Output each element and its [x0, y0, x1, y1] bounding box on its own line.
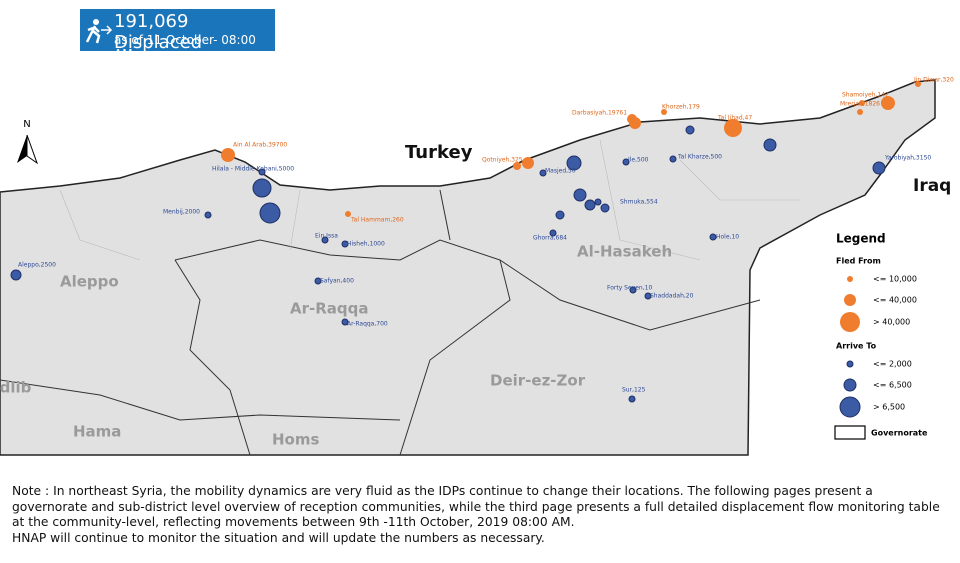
- arrive-point: [669, 155, 677, 163]
- north-label: N: [23, 119, 30, 130]
- fled-point: [735, 122, 741, 128]
- arrive-label: Masjed,50: [545, 168, 576, 175]
- unlabeled-fled: [522, 96, 895, 169]
- governorate-label: Al-Hasakeh: [577, 243, 672, 261]
- legend-label: <= 10,000: [873, 275, 917, 284]
- country-label: Turkey: [405, 142, 473, 163]
- fled-point: [513, 162, 521, 170]
- arrive-label: Shaddadah,20: [650, 293, 694, 300]
- governorate-label: Idlib: [0, 379, 32, 397]
- arrive-label: Ile,500: [628, 157, 649, 164]
- arrive-point: [341, 318, 349, 326]
- fled-point: [915, 81, 921, 87]
- legend-swatch: [844, 294, 856, 306]
- arrive-point: [644, 292, 652, 300]
- map: N Turkey Iraq Aleppo Ar-Raqqa Al-Hasakeh Deir…: [0, 76, 955, 456]
- fled-label: Jin Diwar,320: [913, 77, 954, 84]
- fled-point: [661, 109, 667, 115]
- arrive-label: Shmuka,554: [620, 199, 658, 206]
- arrive-label: Yarobiyah,3150: [884, 155, 931, 162]
- legend-swatch: [843, 378, 857, 392]
- arrive-point: [594, 198, 602, 206]
- arrive-label: Ar-Raqqa,700: [347, 321, 388, 328]
- legend-subtitle: Arrive To: [836, 342, 877, 351]
- fled-label: Darbasiyah,19761: [572, 110, 627, 117]
- fled-label: Qotniyeh,325: [482, 157, 523, 164]
- legend-label: Governorate: [871, 429, 928, 438]
- arrive-point: [549, 229, 557, 237]
- arrive-label: Aleppo,2500: [18, 262, 56, 269]
- arrive-label: Ghorra,684: [533, 235, 567, 242]
- governorate-label: Ar-Raqqa: [290, 300, 369, 318]
- arrive-point: [629, 286, 637, 294]
- arrive-point: [258, 168, 266, 176]
- governorate-label: Homs: [272, 431, 319, 449]
- legend-swatch: [840, 312, 860, 332]
- governorate-label: Aleppo: [60, 273, 119, 291]
- fled-label: Shamoiyeh,147: [842, 92, 889, 99]
- arrive-label: Tal Kharze,500: [677, 154, 722, 161]
- legend-label: > 6,500: [873, 403, 905, 412]
- arrive-label: Menbij,2000: [163, 209, 200, 216]
- fled-point: [627, 114, 637, 124]
- arrive-point: [622, 158, 630, 166]
- legend-swatch: [834, 425, 866, 440]
- arrive-point: [628, 395, 636, 403]
- governorate-borders: [0, 189, 761, 456]
- fled-label: Ain Al Arab,39700: [233, 142, 287, 149]
- arrive-label: Hisheh,1000: [347, 241, 385, 248]
- arrive-label: Ein Issa: [315, 233, 338, 240]
- governorate-label: Hama: [73, 423, 121, 441]
- arrive-point: [10, 269, 22, 281]
- subdistrict-borders: [59, 139, 800, 261]
- legend-swatch: [846, 360, 854, 368]
- legend-label: > 40,000: [873, 318, 910, 327]
- header-subtitle: as of 11 October- 08:00 AM: [114, 33, 256, 61]
- legend-label: <= 6,500: [873, 381, 912, 390]
- north-arrow: N: [17, 119, 38, 165]
- legend-label: <= 40,000: [873, 296, 917, 305]
- arrive-point: [321, 236, 329, 244]
- note-text: Note : In northeast Syria, the mobility …: [12, 484, 940, 529]
- fled-point: [859, 100, 865, 106]
- arrive-point: [341, 240, 349, 248]
- arrive-label: Safyan,400: [320, 278, 354, 285]
- fled-label: Tal Hammam,260: [350, 217, 404, 224]
- legend-title: Legend: [836, 232, 886, 246]
- legend-swatch: [839, 396, 861, 418]
- fled-point: [345, 211, 351, 217]
- arrive-point: [204, 211, 212, 219]
- note-text: HNAP will continue to monitor the situat…: [12, 530, 545, 545]
- fled-point: [857, 109, 863, 115]
- arrive-label: Sur,125: [622, 387, 646, 394]
- fled-label: Mrerjan,1826: [840, 101, 880, 108]
- arrive-label: Hole,10: [716, 234, 739, 241]
- arrive-point: [872, 161, 886, 175]
- governorate-label: Deir-ez-Zor: [490, 372, 586, 390]
- legend-label: <= 2,000: [873, 360, 912, 369]
- legend-subtitle: Fled From: [836, 257, 881, 266]
- icon: [85, 19, 113, 44]
- fled-label: Khorzeh,179: [662, 104, 700, 111]
- unlabeled-circles: [252, 125, 777, 224]
- header: 191,069 Displaced as of 11 October- 08:0…: [80, 9, 275, 61]
- fled-label: Tal Jihad,47: [717, 115, 752, 122]
- arrive-point: [539, 169, 547, 177]
- header-title: 191,069 Displaced: [114, 11, 203, 53]
- country-label: Iraq: [913, 176, 951, 196]
- legend-swatch: [847, 276, 853, 282]
- arrive-point: [314, 277, 322, 285]
- arrive-point: [709, 233, 717, 241]
- arrive-label: Hilala - Middle Kobani,5000: [212, 166, 294, 173]
- legend: Legend Fled From <= 10,000 <= 40,000 > 40,00…: [834, 232, 928, 440]
- arrive-label: Forty Seven,10: [607, 285, 652, 292]
- fled-point: [221, 148, 235, 162]
- note: Note : In northeast Syria, the mobility …: [12, 484, 947, 546]
